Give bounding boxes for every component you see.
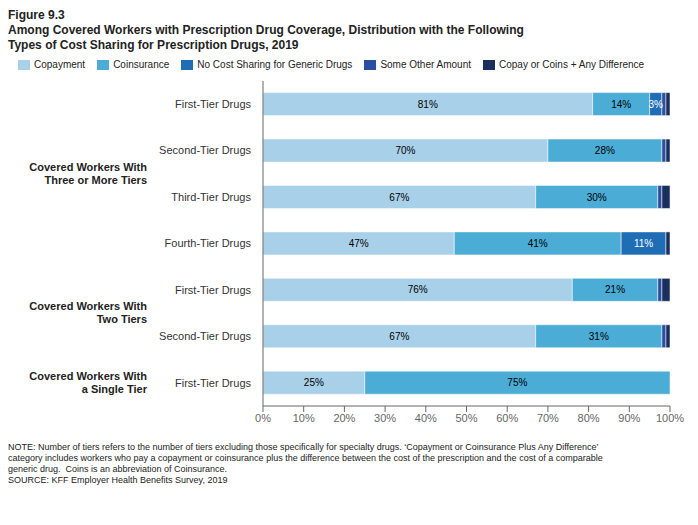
svg-text:3%: 3% <box>649 99 664 110</box>
svg-text:76%: 76% <box>408 284 428 295</box>
svg-text:Covered Workers WithThree or M: Covered Workers WithThree or More Tiers <box>29 161 147 186</box>
svg-text:100%: 100% <box>656 412 684 424</box>
svg-text:31%: 31% <box>589 331 609 342</box>
html-text:NOTE: Number of tiers refers t: NOTE: Number of tiers refers to the numb… <box>8 442 599 452</box>
svg-text:11%: 11% <box>634 238 653 249</box>
html-text:Coinsurance: Coinsurance <box>113 59 170 70</box>
svg-text:Covered Workers WithTwo Tiers: Covered Workers WithTwo Tiers <box>29 300 147 325</box>
html-text:No Cost Sharing for Generic Dr: No Cost Sharing for Generic Drugs <box>197 59 353 70</box>
svg-text:47%: 47% <box>349 238 369 249</box>
svg-text:75%: 75% <box>507 377 527 388</box>
svg-text:0%: 0% <box>255 412 271 424</box>
svg-text:Second-Tier Drugs: Second-Tier Drugs <box>159 144 251 156</box>
html-text:SOURCE: KFF Employer Health Be: SOURCE: KFF Employer Health Benefits Sur… <box>8 475 228 485</box>
html-text:Among Covered Workers with Pre: Among Covered Workers with Prescription … <box>8 23 524 37</box>
svg-text:67%: 67% <box>389 192 409 203</box>
svg-text:14%: 14% <box>611 99 631 110</box>
html-text:Some Other Amount: Some Other Amount <box>380 59 471 70</box>
svg-text:30%: 30% <box>374 412 396 424</box>
svg-text:70%: 70% <box>537 412 559 424</box>
svg-text:67%: 67% <box>389 331 409 342</box>
svg-text:41%: 41% <box>528 238 548 249</box>
svg-text:25%: 25% <box>304 377 324 388</box>
svg-text:28%: 28% <box>595 145 615 156</box>
html-text:Copay or Coins + Any Differenc: Copay or Coins + Any Difference <box>499 59 645 70</box>
svg-text:10%: 10% <box>293 412 315 424</box>
svg-text:Fourth-Tier Drugs: Fourth-Tier Drugs <box>165 237 252 249</box>
svg-text:Second-Tier Drugs: Second-Tier Drugs <box>159 330 251 342</box>
html-text:Types of Cost Sharing for Pres: Types of Cost Sharing for Prescription D… <box>8 38 299 52</box>
svg-text:First-Tier Drugs: First-Tier Drugs <box>175 98 251 110</box>
svg-text:Covered Workers Witha Single T: Covered Workers Witha Single Tier <box>29 370 147 395</box>
html-text:Figure 9.3: Figure 9.3 <box>8 8 65 22</box>
svg-text:81%: 81% <box>418 99 438 110</box>
svg-text:70%: 70% <box>395 145 415 156</box>
html-text:category includes workers who: category includes workers who pay a copa… <box>8 453 603 463</box>
svg-text:30%: 30% <box>587 192 607 203</box>
svg-text:21%: 21% <box>605 284 625 295</box>
svg-text:Third-Tier Drugs: Third-Tier Drugs <box>171 191 251 203</box>
svg-text:First-Tier Drugs: First-Tier Drugs <box>175 284 251 296</box>
svg-text:20%: 20% <box>333 412 355 424</box>
html-text:Copayment: Copayment <box>34 59 86 70</box>
svg-text:60%: 60% <box>496 412 518 424</box>
html-text:generic drug. Coins is an abbr: generic drug. Coins is an abbreviation o… <box>8 464 228 474</box>
svg-text:First-Tier Drugs: First-Tier Drugs <box>175 377 251 389</box>
svg-text:50%: 50% <box>455 412 477 424</box>
svg-text:40%: 40% <box>415 412 437 424</box>
svg-text:80%: 80% <box>578 412 600 424</box>
svg-text:90%: 90% <box>618 412 640 424</box>
